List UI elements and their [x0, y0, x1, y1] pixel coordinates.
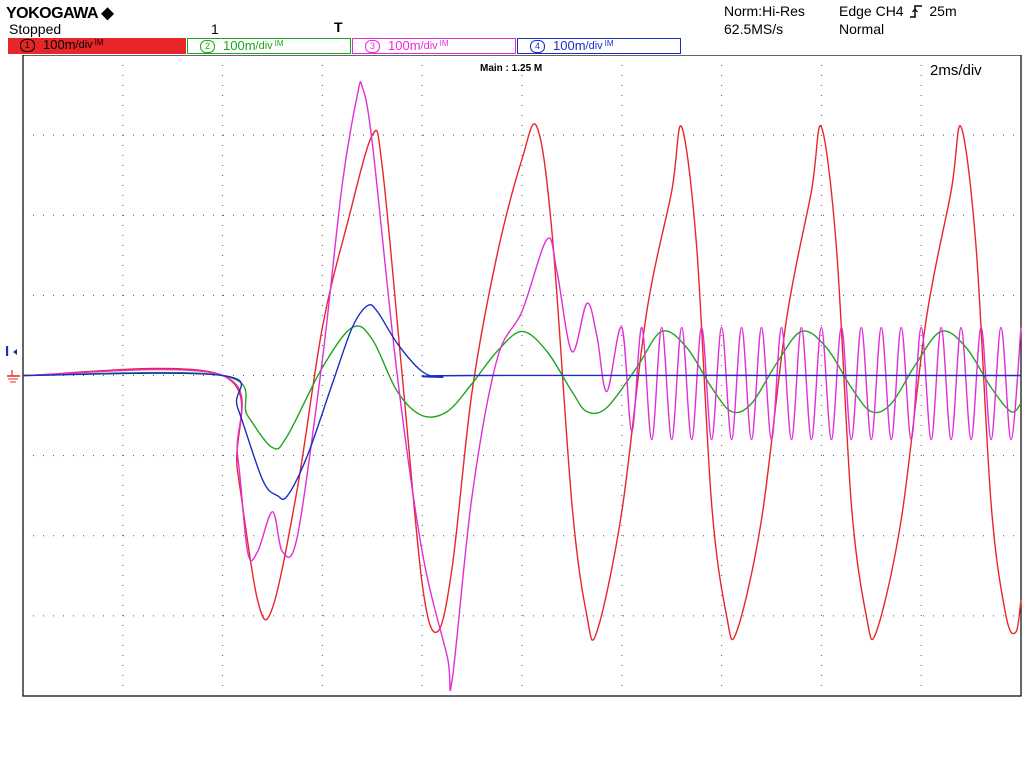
channel-4-label[interactable]: 4 100m/div IM — [517, 38, 681, 54]
channel-1-label[interactable]: 1 100m/div IM — [8, 38, 186, 54]
ground-marker-icon — [7, 370, 20, 383]
trace-ch4 — [22, 303, 1022, 501]
channel-number: 2 — [200, 40, 215, 53]
trace-ch3 — [22, 81, 1022, 692]
coupling-icon: IM — [604, 39, 614, 48]
coupling-icon: IM — [439, 39, 449, 48]
trigger-setting: Edge CH4 25m — [839, 3, 957, 19]
acquisition-status: Stopped — [9, 21, 62, 37]
main-memory-label: Main : 1.25 M — [480, 63, 542, 74]
brand-logo: YOKOGAWA ◆ — [6, 5, 114, 22]
trigger-source: Edge CH4 — [839, 3, 904, 19]
timebase-label: 2ms/div — [930, 62, 982, 79]
trace-ch1 — [22, 123, 1022, 641]
coupling-icon: IM — [274, 39, 284, 48]
channel-scale: 100m — [388, 38, 421, 53]
trigger-level: 25m — [929, 3, 957, 19]
coupling-icon: IM — [94, 38, 104, 47]
channel-unit: /div — [585, 40, 603, 52]
channel-scale: 100m — [223, 38, 256, 53]
trigger-mode: Normal — [839, 21, 885, 37]
channel-unit: /div — [255, 40, 273, 52]
waveform-display[interactable]: Main : 1.25 M 2ms/div I — [0, 55, 1024, 700]
channel-3-label[interactable]: 3 100m/div IM — [352, 38, 516, 54]
trace-ch2 — [22, 325, 1022, 450]
channel-scale: 100m — [553, 38, 586, 53]
channel-unit: /div — [420, 40, 438, 52]
trigger-position-icon: T — [334, 19, 343, 35]
channel-number: 4 — [530, 40, 545, 53]
acquisition-mode: Norm:Hi-Res — [724, 3, 805, 19]
trigger-level-marker: I — [5, 343, 9, 360]
waveform-traces — [22, 81, 1022, 692]
channel-number: 1 — [20, 39, 35, 52]
trigger-level-arrow-icon — [13, 349, 17, 355]
channel-number: 3 — [365, 40, 380, 53]
rising-edge-icon — [909, 5, 923, 18]
channel-unit: /div — [75, 39, 93, 51]
sample-rate: 62.5MS/s — [724, 21, 784, 37]
channel-2-label[interactable]: 2 100m/div IM — [187, 38, 351, 54]
trigger-marker-label: 1 — [211, 21, 219, 37]
channel-scale: 100m — [43, 37, 76, 52]
